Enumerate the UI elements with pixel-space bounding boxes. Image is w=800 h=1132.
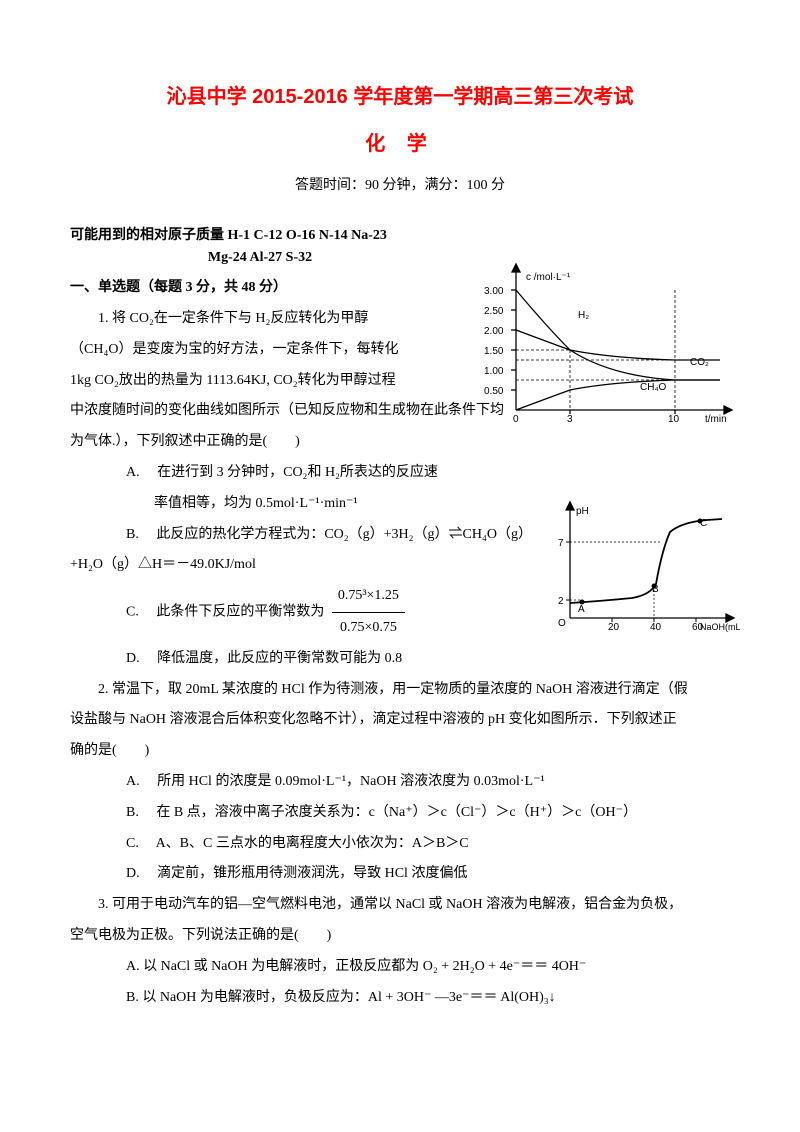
svg-text:0: 0	[513, 414, 519, 425]
q1-option-c-text: C. 此条件下反应的平衡常数为	[126, 605, 324, 620]
q2-line2: 设盐酸与 NaOH 溶液混合后体积变化忽略不计），滴定过程中溶液的 pH 变化如…	[70, 705, 730, 736]
svg-text:40: 40	[650, 622, 662, 632]
q2-option-d: D. 滴定前，锥形瓶用待测液润洗，导致 HCl 浓度偏低	[70, 859, 730, 890]
fraction-icon: 0.75³×1.25 0.75×0.75	[332, 581, 405, 644]
atomic-mass-values-1: H-1 C-12 O-16 N-14 Na-23	[228, 228, 387, 243]
chart-ph-titration: 7 2 pH 20 40 60 NaOH(mL) O A B C	[552, 500, 740, 632]
fraction-denominator: 0.75×0.75	[332, 613, 405, 644]
svg-text:O: O	[558, 618, 566, 629]
svg-text:t/min: t/min	[705, 414, 727, 425]
title-main: 沁县中学 2015-2016 学年度第一学期高三第三次考试	[70, 80, 730, 109]
svg-text:2.50: 2.50	[484, 306, 504, 317]
question-2: 2. 常温下，取 20mL 某浓度的 HCl 作为待测液，用一定物质的量浓度的 …	[70, 675, 730, 891]
exam-info: 答题时间：90 分钟，满分：100 分	[70, 174, 730, 194]
q3-line1: 3. 可用于电动汽车的铝—空气燃料电池，通常以 NaCl 或 NaOH 溶液为电…	[70, 890, 730, 921]
question-3: 3. 可用于电动汽车的铝—空气燃料电池，通常以 NaCl 或 NaOH 溶液为电…	[70, 890, 730, 1013]
svg-text:CH₄O: CH₄O	[640, 382, 667, 393]
q2-option-b: B. 在 B 点，溶液中离子浓度关系为：c（Na⁺）＞c（Cl⁻）＞c（H⁺）＞…	[70, 798, 730, 829]
q2-option-a: A. 所用 HCl 的浓度是 0.09mol·L⁻¹，NaOH 溶液浓度为 0.…	[70, 767, 730, 798]
svg-text:20: 20	[608, 622, 620, 632]
q3-option-b: B. 以 NaOH 为电解液时，负极反应为：Al + 3OH⁻ —3e⁻＝＝ A…	[70, 983, 730, 1014]
svg-text:0.50: 0.50	[484, 386, 504, 397]
svg-text:CO₂: CO₂	[690, 357, 709, 368]
svg-text:2.00: 2.00	[484, 326, 504, 337]
svg-text:2: 2	[558, 596, 564, 607]
svg-text:c /mol·L⁻¹: c /mol·L⁻¹	[526, 272, 571, 283]
title-subject: 化 学	[70, 127, 730, 156]
q3-line2: 空气电极为正极。下列说法正确的是( )	[70, 921, 730, 952]
q1-line5: 为气体.），下列叙述中正确的是( )	[70, 427, 730, 458]
q2-line1: 2. 常温下，取 20mL 某浓度的 HCl 作为待测液，用一定物质的量浓度的 …	[70, 675, 730, 706]
svg-text:1.50: 1.50	[484, 346, 504, 357]
atomic-mass-line2: Mg-24 Al-27 S-32	[70, 250, 450, 266]
atomic-mass-line1: 可能用到的相对原子质量 H-1 C-12 O-16 N-14 Na-23	[70, 224, 730, 244]
svg-text:1.00: 1.00	[484, 366, 504, 377]
svg-text:NaOH(mL): NaOH(mL)	[700, 622, 740, 632]
atomic-mass-label: 可能用到的相对原子质量	[70, 228, 224, 243]
svg-text:3.00: 3.00	[484, 286, 504, 297]
q1-option-d: D. 降低温度，此反应的平衡常数可能为 0.8	[70, 644, 730, 675]
q3-option-a: A. 以 NaCl 或 NaOH 为电解液时，正极反应都为 O₂ + 2H₂O …	[70, 952, 730, 983]
svg-text:A: A	[578, 604, 585, 615]
svg-text:pH: pH	[576, 506, 589, 517]
svg-text:3: 3	[567, 414, 573, 425]
q2-line3: 确的是( )	[70, 736, 730, 767]
q2-option-c: C. A、B、C 三点水的电离程度大小依次为：A＞B＞C	[70, 829, 730, 860]
svg-text:7: 7	[558, 538, 564, 549]
chart-concentration: 3.00 2.50 2.00 1.50 1.00 0.50 0 3 10 t/m…	[480, 258, 740, 428]
svg-text:10: 10	[668, 414, 680, 425]
svg-text:H₂: H₂	[578, 310, 589, 321]
q1-option-a-1: A. 在进行到 3 分钟时，CO₂和 H₂所表达的反应速	[70, 458, 730, 489]
fraction-numerator: 0.75³×1.25	[332, 581, 405, 613]
